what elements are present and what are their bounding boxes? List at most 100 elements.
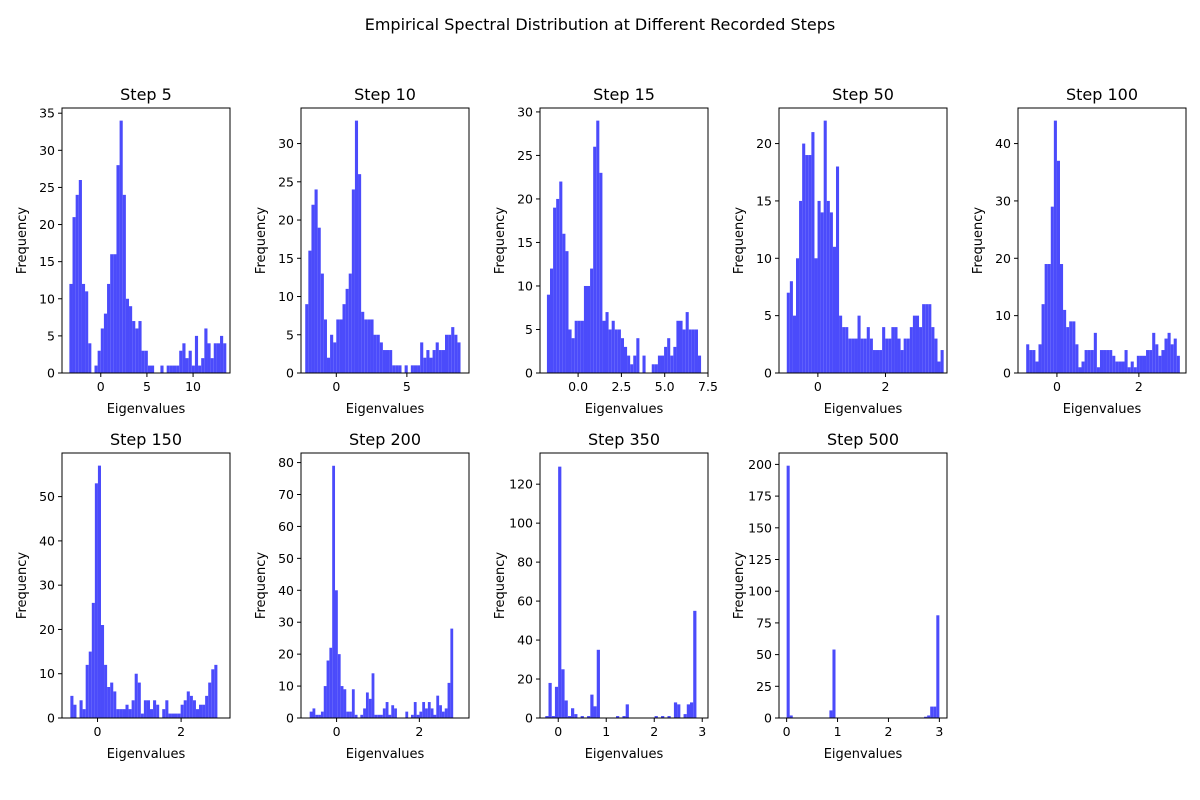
histogram-bar [330, 334, 334, 373]
histogram-bar [177, 713, 181, 718]
histogram-bar [365, 692, 369, 718]
histogram-bar [546, 294, 551, 373]
histogram-bar [348, 273, 352, 373]
subplot-title: Step 200 [349, 430, 421, 449]
x-tick-label: 2 [650, 724, 658, 739]
histogram-bar [933, 706, 937, 718]
x-tick-label: 0 [94, 724, 102, 739]
histogram-bar [1115, 361, 1119, 373]
histogram-bar [608, 329, 612, 373]
histogram-bar [568, 329, 572, 373]
y-tick-label: 20 [517, 672, 533, 687]
y-tick-label: 0 [286, 711, 294, 726]
histogram-bar [333, 342, 337, 373]
histogram-bar [580, 320, 584, 373]
histogram-bar [382, 350, 386, 373]
histogram-bar [315, 714, 319, 718]
y-tick-label: 20 [39, 622, 55, 637]
y-tick-label: 100 [748, 584, 772, 599]
histogram-bar [567, 716, 572, 718]
histogram-bar [450, 628, 454, 718]
histogram-bar [153, 700, 157, 718]
y-axis-label: Frequency [732, 207, 747, 274]
histogram-bar [107, 283, 111, 373]
histogram-bar [323, 319, 327, 373]
y-tick-label: 0 [525, 366, 533, 381]
histogram-bar [930, 706, 934, 718]
histogram-bar [447, 682, 451, 718]
histogram-bar [915, 315, 920, 373]
x-axis-label: Eigenvalues [346, 402, 425, 417]
histogram-bar [805, 155, 809, 373]
histogram-bar [885, 338, 889, 373]
histogram-bar [1176, 355, 1180, 373]
histogram-bar [367, 319, 371, 373]
y-tick-label: 20 [39, 217, 55, 232]
histogram-bar [832, 246, 836, 373]
histogram-bar [113, 691, 117, 718]
histogram-bar [192, 700, 196, 718]
histogram-bar [1029, 350, 1033, 373]
histogram-bar [436, 695, 440, 718]
histogram-bar [318, 714, 321, 718]
histogram-bar [351, 689, 355, 718]
histogram-bar [860, 338, 864, 373]
axes-frame [1017, 107, 1187, 374]
histogram-bar [433, 714, 437, 718]
histogram-bar [670, 355, 674, 373]
histogram-bar [599, 172, 603, 373]
histogram-bar [857, 315, 861, 373]
histogram-bar [314, 189, 318, 373]
y-tick-label: 40 [278, 583, 294, 598]
histogram-bar [811, 132, 815, 373]
histogram-bar [435, 342, 439, 373]
histogram-bar [1152, 332, 1156, 373]
y-tick-label: 0 [525, 711, 533, 726]
histogram-bar [1087, 350, 1091, 373]
subplot-title: Step 10 [354, 85, 416, 104]
subplot-3: 0.0 2.5 5.0 7.5 0 5 10 15 20 25 30 Step 15 Eigenvalu… [493, 85, 718, 417]
histogram-bar [438, 350, 442, 373]
histogram-bar [617, 329, 621, 373]
histogram-bar [132, 321, 136, 373]
y-tick-label: 20 [756, 136, 772, 151]
histogram-bar [633, 355, 637, 373]
histogram-bar [186, 691, 190, 718]
histogram-bar [335, 590, 338, 718]
histogram-bar [329, 647, 333, 718]
histogram-bar [664, 346, 668, 373]
histogram-bar [558, 466, 562, 718]
histogram-bar [81, 283, 86, 373]
histogram-bar [894, 327, 898, 373]
y-tick-label: 5 [525, 322, 533, 337]
histogram-bar [651, 364, 655, 373]
y-tick-label: 30 [278, 615, 294, 630]
histogram-bar [363, 708, 366, 718]
histogram-bar [554, 686, 559, 718]
histogram-bar [371, 673, 375, 718]
histogram-bar [851, 338, 855, 373]
histogram-bar [1047, 264, 1051, 373]
histogram-bar [596, 649, 600, 718]
histogram-bar [199, 704, 203, 718]
histogram-bar [673, 702, 678, 718]
histogram-bar [213, 343, 217, 373]
histogram-bar [141, 350, 145, 373]
histogram-bar [337, 654, 341, 718]
histogram-bar [137, 682, 141, 718]
x-axis-label: Eigenvalues [107, 747, 186, 762]
histogram-bar [389, 350, 393, 373]
histogram-bar [1146, 350, 1150, 373]
y-axis-label: Frequency [493, 207, 508, 274]
histogram-bar [339, 319, 343, 373]
histogram-bar [1158, 355, 1162, 373]
histogram-bar [866, 327, 870, 373]
histogram-bar [97, 465, 101, 718]
x-tick-label: 0 [97, 379, 105, 394]
y-tick-label: 5 [764, 308, 772, 323]
histogram-bar [131, 700, 135, 718]
x-tick-label: 7.5 [698, 379, 718, 394]
histogram-bar [571, 338, 575, 373]
histogram-bar [882, 327, 886, 373]
